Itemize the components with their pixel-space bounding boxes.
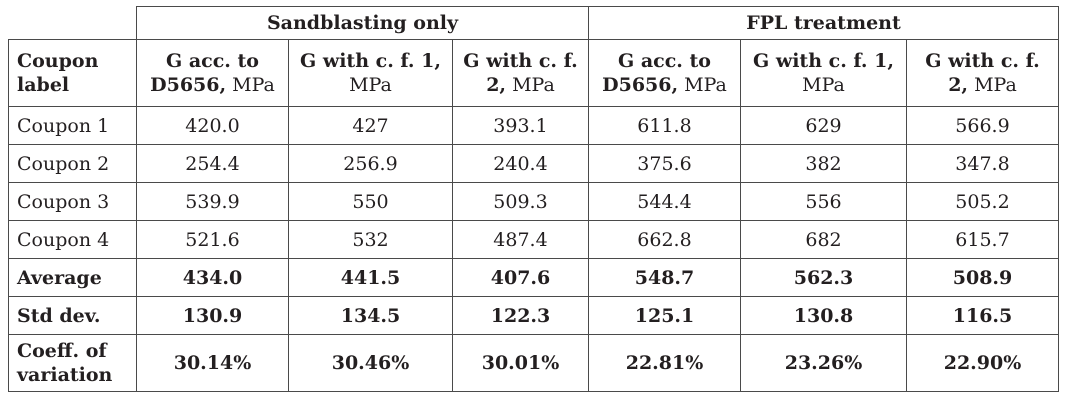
column-header-line2: 2, <box>486 74 507 96</box>
column-header-unit: MPa <box>349 74 392 96</box>
column-header-line2: D5656, <box>602 74 679 96</box>
column-header-line1: G acc. to <box>166 50 259 72</box>
table-cell: 556 <box>740 182 907 221</box>
table-cell: 420.0 <box>136 106 289 145</box>
table-cell: 254.4 <box>136 144 289 183</box>
table-cell: 615.7 <box>906 220 1059 259</box>
table-cell: 407.6 <box>452 258 589 297</box>
table-cell: 539.9 <box>136 182 289 221</box>
column-header-line2: D5656, <box>150 74 227 96</box>
blank-corner-cell <box>8 6 137 40</box>
table-cell: 23.26% <box>740 334 907 392</box>
column-header-fpl-cf2: G with c. f. 2, MPa <box>906 39 1059 107</box>
table-cell: 548.7 <box>588 258 741 297</box>
table-cell: 544.4 <box>588 182 741 221</box>
column-header-unit: MPa <box>968 74 1017 96</box>
column-header-line1: G with c. f. 1, <box>753 50 894 72</box>
table-cell: 508.9 <box>906 258 1059 297</box>
column-header-unit: MPa <box>226 74 275 96</box>
table-row-coupon-2: Coupon 2 254.4 256.9 240.4 375.6 382 347… <box>8 144 1059 183</box>
results-table: Sandblasting only FPL treatment Coupon l… <box>8 6 1059 392</box>
column-header-line1: G with c. f. <box>463 50 578 72</box>
table-row-coupon-1: Coupon 1 420.0 427 393.1 611.8 629 566.9 <box>8 106 1059 145</box>
table-cell: 566.9 <box>906 106 1059 145</box>
table-cell: 256.9 <box>288 144 453 183</box>
table-cell: 434.0 <box>136 258 289 297</box>
column-header-sb-cf2: G with c. f. 2, MPa <box>452 39 589 107</box>
column-header-unit: MPa <box>506 74 555 96</box>
table-row-coupon-3: Coupon 3 539.9 550 509.3 544.4 556 505.2 <box>8 182 1059 221</box>
table-cell: 30.14% <box>136 334 289 392</box>
column-header-line1: G with c. f. <box>925 50 1040 72</box>
table-cell: 240.4 <box>452 144 589 183</box>
column-header-unit: MPa <box>802 74 845 96</box>
row-label: Average <box>8 258 137 297</box>
column-header-fpl-cf1: G with c. f. 1, MPa <box>740 39 907 107</box>
table-cell: 30.46% <box>288 334 453 392</box>
table-cell: 22.90% <box>906 334 1059 392</box>
column-header-line1: G with c. f. 1, <box>300 50 441 72</box>
table-row-std-dev: Std dev. 130.9 134.5 122.3 125.1 130.8 1… <box>8 296 1059 335</box>
table-cell: 116.5 <box>906 296 1059 335</box>
table-cell: 30.01% <box>452 334 589 392</box>
table-cell: 521.6 <box>136 220 289 259</box>
column-header-sb-d5656: G acc. to D5656, MPa <box>136 39 289 107</box>
coeff-label-line2: variation <box>17 364 113 386</box>
column-header-row: Coupon label G acc. to D5656, MPa G with… <box>8 39 1059 107</box>
group-header-sandblasting: Sandblasting only <box>136 6 589 40</box>
table-cell: 393.1 <box>452 106 589 145</box>
table-cell: 487.4 <box>452 220 589 259</box>
table-cell: 382 <box>740 144 907 183</box>
table-cell: 22.81% <box>588 334 741 392</box>
table-cell: 611.8 <box>588 106 741 145</box>
table-cell: 427 <box>288 106 453 145</box>
table-cell: 375.6 <box>588 144 741 183</box>
table-cell: 505.2 <box>906 182 1059 221</box>
column-header-line1: G acc. to <box>618 50 711 72</box>
column-header-line2: 2, <box>948 74 969 96</box>
table-cell: 347.8 <box>906 144 1059 183</box>
table-cell: 662.8 <box>588 220 741 259</box>
row-label: Std dev. <box>8 296 137 335</box>
table-cell: 130.8 <box>740 296 907 335</box>
coupon-label-header-line2: label <box>17 74 70 96</box>
row-label: Coupon 1 <box>8 106 137 145</box>
column-header-fpl-d5656: G acc. to D5656, MPa <box>588 39 741 107</box>
group-header-fpl: FPL treatment <box>588 6 1059 40</box>
table-row-average: Average 434.0 441.5 407.6 548.7 562.3 50… <box>8 258 1059 297</box>
column-header-unit: MPa <box>678 74 727 96</box>
table-cell: 562.3 <box>740 258 907 297</box>
table-cell: 441.5 <box>288 258 453 297</box>
group-header-row: Sandblasting only FPL treatment <box>8 6 1059 40</box>
table-cell: 532 <box>288 220 453 259</box>
results-table-container: Sandblasting only FPL treatment Coupon l… <box>8 6 1059 392</box>
row-label: Coupon 2 <box>8 144 137 183</box>
table-cell: 550 <box>288 182 453 221</box>
coupon-label-header: Coupon label <box>8 39 137 107</box>
table-cell: 125.1 <box>588 296 741 335</box>
table-cell: 682 <box>740 220 907 259</box>
coeff-label-line1: Coeff. of <box>17 340 107 362</box>
table-cell: 122.3 <box>452 296 589 335</box>
coupon-label-header-line1: Coupon <box>17 50 99 72</box>
column-header-sb-cf1: G with c. f. 1, MPa <box>288 39 453 107</box>
row-label: Coupon 3 <box>8 182 137 221</box>
table-row-coeff-variation: Coeff. of variation 30.14% 30.46% 30.01%… <box>8 334 1059 392</box>
table-cell: 629 <box>740 106 907 145</box>
coeff-row-label: Coeff. of variation <box>8 334 137 392</box>
row-label: Coupon 4 <box>8 220 137 259</box>
table-cell: 130.9 <box>136 296 289 335</box>
table-cell: 509.3 <box>452 182 589 221</box>
table-row-coupon-4: Coupon 4 521.6 532 487.4 662.8 682 615.7 <box>8 220 1059 259</box>
table-cell: 134.5 <box>288 296 453 335</box>
